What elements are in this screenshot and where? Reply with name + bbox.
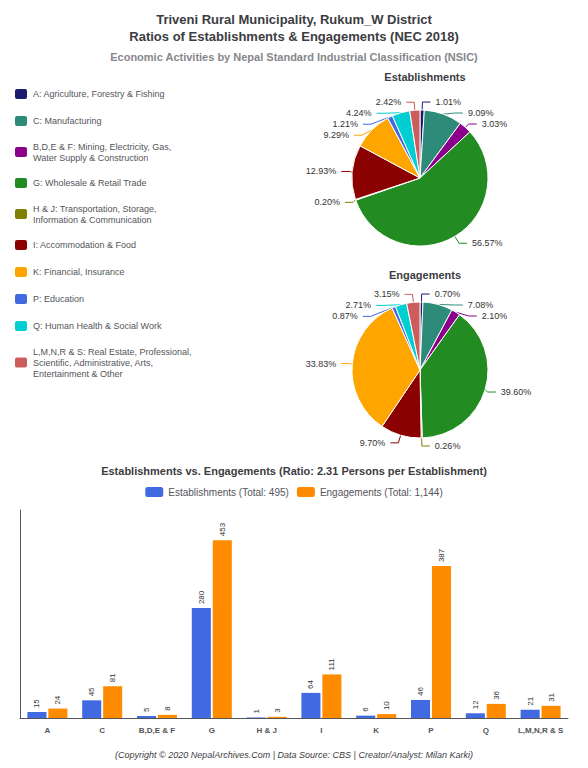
svg-text:9.70%: 9.70%: [360, 438, 386, 448]
svg-text:G: Wholesale & Retail Trade: G: Wholesale & Retail Trade: [33, 178, 147, 188]
svg-text:2.71%: 2.71%: [346, 300, 372, 310]
svg-text:9.29%: 9.29%: [323, 130, 349, 140]
svg-text:H & J: H & J: [256, 726, 276, 735]
svg-text:64: 64: [306, 679, 315, 688]
svg-text:Ratios of Establishments & Eng: Ratios of Establishments & Engagements (…: [129, 29, 458, 44]
svg-text:Q: Human Health & Social Work: Q: Human Health & Social Work: [33, 321, 162, 331]
svg-text:280: 280: [197, 590, 206, 604]
svg-text:0.70%: 0.70%: [435, 289, 461, 299]
svg-text:A: A: [45, 726, 51, 735]
svg-text:387: 387: [437, 548, 446, 562]
svg-text:9.09%: 9.09%: [468, 108, 494, 118]
svg-text:15: 15: [32, 699, 41, 708]
svg-text:Scientific, Administrative, Ar: Scientific, Administrative, Arts,: [33, 358, 153, 368]
svg-text:12.93%: 12.93%: [306, 166, 337, 176]
svg-text:81: 81: [108, 673, 117, 682]
svg-text:Economic Activities by Nepal S: Economic Activities by Nepal Standard In…: [110, 51, 478, 63]
svg-text:C: C: [99, 726, 105, 735]
svg-text:Establishments (Total: 495): Establishments (Total: 495): [168, 487, 289, 498]
svg-text:Establishments vs. Engagements: Establishments vs. Engagements (Ratio: 2…: [101, 465, 487, 477]
svg-text:31: 31: [547, 692, 556, 701]
svg-text:7.08%: 7.08%: [468, 300, 494, 310]
svg-text:56.57%: 56.57%: [472, 238, 503, 248]
svg-text:G: G: [209, 726, 215, 735]
svg-text:Triveni Rural Municipality, Ru: Triveni Rural Municipality, Rukum_W Dist…: [156, 12, 432, 27]
svg-text:1.01%: 1.01%: [435, 97, 461, 107]
svg-text:L,M,N,R & S: Real Estate, Prof: L,M,N,R & S: Real Estate, Professional,: [33, 347, 192, 357]
svg-text:B,D,E & F: Mining, Electricity: B,D,E & F: Mining, Electricity, Gas,: [33, 142, 171, 152]
svg-text:0.87%: 0.87%: [332, 311, 358, 321]
svg-text:0.26%: 0.26%: [435, 441, 461, 451]
svg-text:111: 111: [327, 658, 336, 671]
svg-text:4.24%: 4.24%: [346, 108, 372, 118]
svg-text:Water Supply & Construction: Water Supply & Construction: [33, 153, 148, 163]
svg-text:I: Accommodation & Food: I: Accommodation & Food: [33, 240, 136, 250]
svg-text:21: 21: [526, 696, 535, 705]
svg-text:L,M,N,R & S: L,M,N,R & S: [518, 726, 564, 735]
svg-text:24: 24: [53, 695, 62, 704]
svg-text:P: P: [428, 726, 434, 735]
svg-text:P: Education: P: Education: [33, 294, 84, 304]
svg-text:K: K: [373, 726, 379, 735]
svg-text:1: 1: [252, 709, 261, 714]
svg-text:Establishments: Establishments: [384, 71, 465, 83]
svg-text:H & J: Transportation, Storage: H & J: Transportation, Storage,: [33, 204, 157, 214]
svg-text:B,D,E & F: B,D,E & F: [139, 726, 176, 735]
svg-text:5: 5: [142, 707, 151, 712]
svg-text:Entertainment & Other: Entertainment & Other: [33, 369, 123, 379]
svg-text:10: 10: [382, 701, 391, 710]
svg-text:Q: Q: [483, 726, 489, 735]
svg-text:3.15%: 3.15%: [374, 289, 400, 299]
svg-text:A: Agriculture, Forestry & Fis: A: Agriculture, Forestry & Fishing: [33, 89, 165, 99]
svg-text:12: 12: [471, 700, 480, 709]
svg-text:6: 6: [361, 707, 370, 712]
svg-text:1.21%: 1.21%: [332, 119, 358, 129]
svg-text:453: 453: [218, 522, 227, 536]
svg-text:39.60%: 39.60%: [501, 387, 532, 397]
svg-text:8: 8: [163, 706, 172, 711]
svg-text:0.20%: 0.20%: [314, 197, 340, 207]
svg-text:33.83%: 33.83%: [306, 359, 337, 369]
svg-text:46: 46: [416, 686, 425, 695]
svg-text:2.42%: 2.42%: [376, 97, 402, 107]
svg-text:K: Financial, Insurance: K: Financial, Insurance: [33, 267, 125, 277]
svg-text:45: 45: [87, 687, 96, 696]
svg-text:3.03%: 3.03%: [482, 119, 508, 129]
svg-text:Engagements: Engagements: [389, 269, 461, 281]
svg-text:36: 36: [492, 690, 501, 699]
svg-text:Information & Communication: Information & Communication: [33, 215, 152, 225]
svg-text:(Copyright © 2020 NepalArchive: (Copyright © 2020 NepalArchives.Com | Da…: [115, 750, 473, 760]
svg-text:3: 3: [273, 708, 282, 713]
svg-text:2.10%: 2.10%: [482, 311, 508, 321]
svg-text:I: I: [320, 726, 322, 735]
svg-text:Engagements (Total: 1,144): Engagements (Total: 1,144): [320, 487, 443, 498]
svg-text:C: Manufacturing: C: Manufacturing: [33, 116, 102, 126]
